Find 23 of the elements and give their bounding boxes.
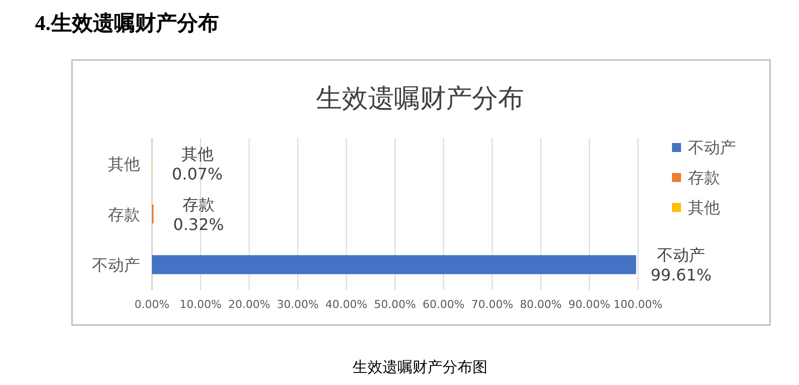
x-tick-label: 70.00% [471, 298, 514, 311]
x-tick-label: 50.00% [374, 298, 416, 311]
x-tick-label: 100.00% [614, 298, 662, 311]
legend-label: 存款 [688, 168, 720, 187]
data-label: 存款 0.32% [173, 195, 224, 234]
x-tick-label: 60.00% [422, 298, 465, 311]
legend-label: 其他 [688, 198, 720, 217]
x-tick-label: 40.00% [325, 298, 368, 311]
data-label: 其他 0.07% [172, 144, 223, 184]
x-tick-label: 90.00% [568, 298, 610, 311]
chart-title: 生效遗嘱财产分布 [316, 84, 524, 114]
text: 4.生效遗嘱财产分布 [35, 11, 219, 35]
x-tick-label: 0.00% [134, 298, 170, 311]
y-tick-label: 其他 [108, 154, 140, 174]
text: 生效遗嘱财产分布图 [352, 359, 488, 376]
y-tick-label: 不动产 [92, 256, 140, 275]
x-tick-label: 30.00% [276, 298, 319, 311]
y-tick-label: 存款 [108, 205, 140, 224]
x-tick-label: 10.00% [180, 298, 222, 311]
x-tick-label: 20.00% [228, 298, 270, 311]
x-tick-label: 80.00% [520, 298, 562, 311]
legend-label: 不动产 [688, 138, 736, 157]
data-label: 不动产 99.61% [650, 246, 712, 285]
